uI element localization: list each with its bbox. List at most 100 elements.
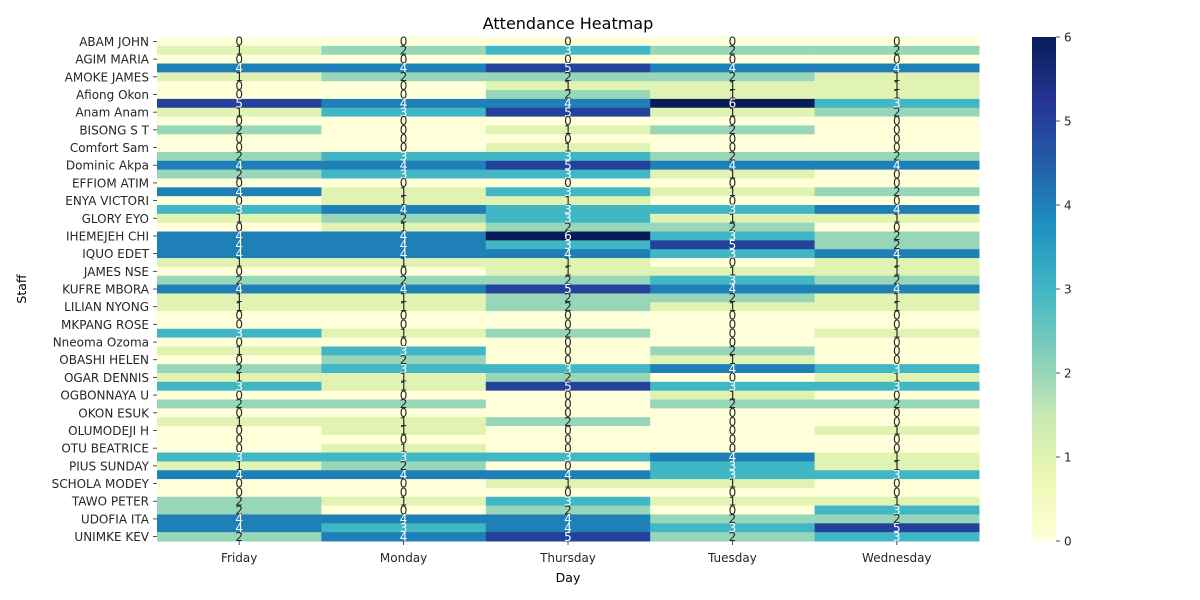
heatmap-cell	[321, 381, 487, 392]
cell-value-label: 1	[400, 256, 408, 270]
heatmap-cell	[814, 151, 980, 162]
cell-value-label: 0	[235, 132, 243, 146]
heatmap-cell	[485, 151, 651, 162]
cell-value-label: 2	[893, 273, 901, 287]
cell-value-label: 4	[235, 512, 243, 526]
heatmap-cell	[321, 311, 487, 321]
cell-value-label: 2	[235, 150, 243, 164]
heatmap-cell	[321, 258, 487, 268]
cell-value-label: 0	[235, 424, 243, 438]
cell-value-label: 2	[400, 459, 408, 473]
cell-value-label: 2	[564, 273, 572, 287]
cell-value-label: 0	[235, 114, 243, 128]
cell-value-label: 0	[893, 52, 901, 66]
cell-value-label: 1	[893, 265, 901, 279]
heatmap-cell	[814, 364, 980, 374]
heatmap-cell	[485, 311, 651, 321]
cell-value-label: 0	[564, 52, 572, 66]
colorbar-tick-label: 6	[1064, 31, 1072, 45]
cell-value-label: 1	[729, 105, 737, 119]
x-tick-label: Tuesday	[707, 551, 757, 565]
colorbar-tick-label: 4	[1064, 199, 1072, 213]
heatmap-cell	[157, 434, 322, 445]
cell-value-label: 1	[564, 141, 572, 155]
heatmap-cell	[321, 54, 487, 65]
heatmap-cell	[814, 355, 980, 365]
heatmap-cell	[157, 134, 322, 144]
cell-value-label: 1	[564, 79, 572, 93]
cell-value-label: 1	[564, 477, 572, 491]
heatmap-cell	[814, 266, 980, 277]
heatmap-cell	[814, 187, 980, 197]
heatmap-cell	[485, 134, 651, 144]
heatmap-cell	[650, 116, 816, 126]
cell-value-label: 2	[564, 326, 572, 340]
y-tick-label: ABAM JOHN	[79, 35, 149, 49]
cell-value-label: 1	[893, 424, 901, 438]
heatmap-cell	[650, 461, 816, 471]
cell-value-label: 4	[893, 282, 901, 296]
cell-value-label: 3	[729, 521, 737, 535]
heatmap-cell	[650, 355, 816, 365]
cell-value-label: 0	[729, 326, 737, 340]
cell-value-label: 1	[400, 220, 408, 234]
cell-value-label: 2	[729, 344, 737, 358]
cell-value-label: 2	[235, 530, 243, 544]
heatmap-cell	[650, 311, 816, 321]
cell-value-label: 5	[729, 238, 737, 252]
cell-value-label: 3	[564, 203, 572, 217]
cell-value-label: 1	[400, 300, 408, 314]
heatmap-cell	[485, 302, 651, 312]
cell-value-label: 4	[400, 203, 408, 217]
heatmap-cell	[814, 125, 980, 135]
cell-value-label: 0	[729, 441, 737, 455]
heatmap-cell	[650, 90, 816, 100]
cell-value-label: 3	[235, 203, 243, 217]
cell-value-label: 2	[893, 397, 901, 411]
heatmap-cell	[157, 231, 322, 241]
cell-value-label: 0	[729, 141, 737, 155]
cell-value-label: 4	[729, 450, 737, 464]
heatmap-cell	[321, 417, 487, 427]
cell-value-label: 0	[564, 309, 572, 323]
heatmap-cell	[650, 364, 816, 374]
heatmap-cell	[650, 81, 816, 91]
heatmap-cell	[485, 169, 651, 179]
cell-value-label: 0	[729, 406, 737, 420]
cell-value-label: 0	[235, 433, 243, 447]
cell-value-label: 0	[729, 256, 737, 270]
heatmap-cell	[485, 293, 651, 303]
heatmap-cell	[485, 90, 651, 100]
cell-value-label: 0	[893, 406, 901, 420]
y-tick-label: JAMES NSE	[83, 265, 149, 279]
cell-value-label: 3	[729, 273, 737, 287]
heatmap-cell	[157, 470, 322, 480]
heatmap-cell	[321, 178, 487, 188]
heatmap-cell	[321, 81, 487, 91]
cell-value-label: 1	[729, 388, 737, 402]
heatmap-cell	[157, 249, 322, 259]
cell-value-label: 3	[400, 450, 408, 464]
heatmap-cell	[157, 532, 322, 542]
cell-value-label: 1	[564, 256, 572, 270]
heatmap-cell	[650, 417, 816, 427]
heatmap-cell	[157, 45, 322, 56]
heatmap-cell	[485, 373, 651, 383]
heatmap-cell	[814, 231, 980, 241]
heatmap-cell	[157, 417, 322, 427]
heatmap-cell	[485, 125, 651, 135]
heatmap-cell	[157, 151, 322, 162]
cell-value-label: 6	[729, 97, 737, 111]
cell-value-label: 0	[564, 459, 572, 473]
cell-value-label: 1	[400, 379, 408, 393]
heatmap-cell	[485, 222, 651, 233]
heatmap-cell	[157, 266, 322, 277]
heatmap-cell	[485, 258, 651, 268]
cell-value-label: 0	[729, 486, 737, 500]
heatmap-cell	[321, 196, 487, 206]
cell-value-label: 1	[400, 441, 408, 455]
cell-value-label: 3	[729, 459, 737, 473]
cell-value-label: 1	[400, 185, 408, 199]
cell-value-label: 2	[564, 220, 572, 234]
cell-value-label: 3	[400, 521, 408, 535]
